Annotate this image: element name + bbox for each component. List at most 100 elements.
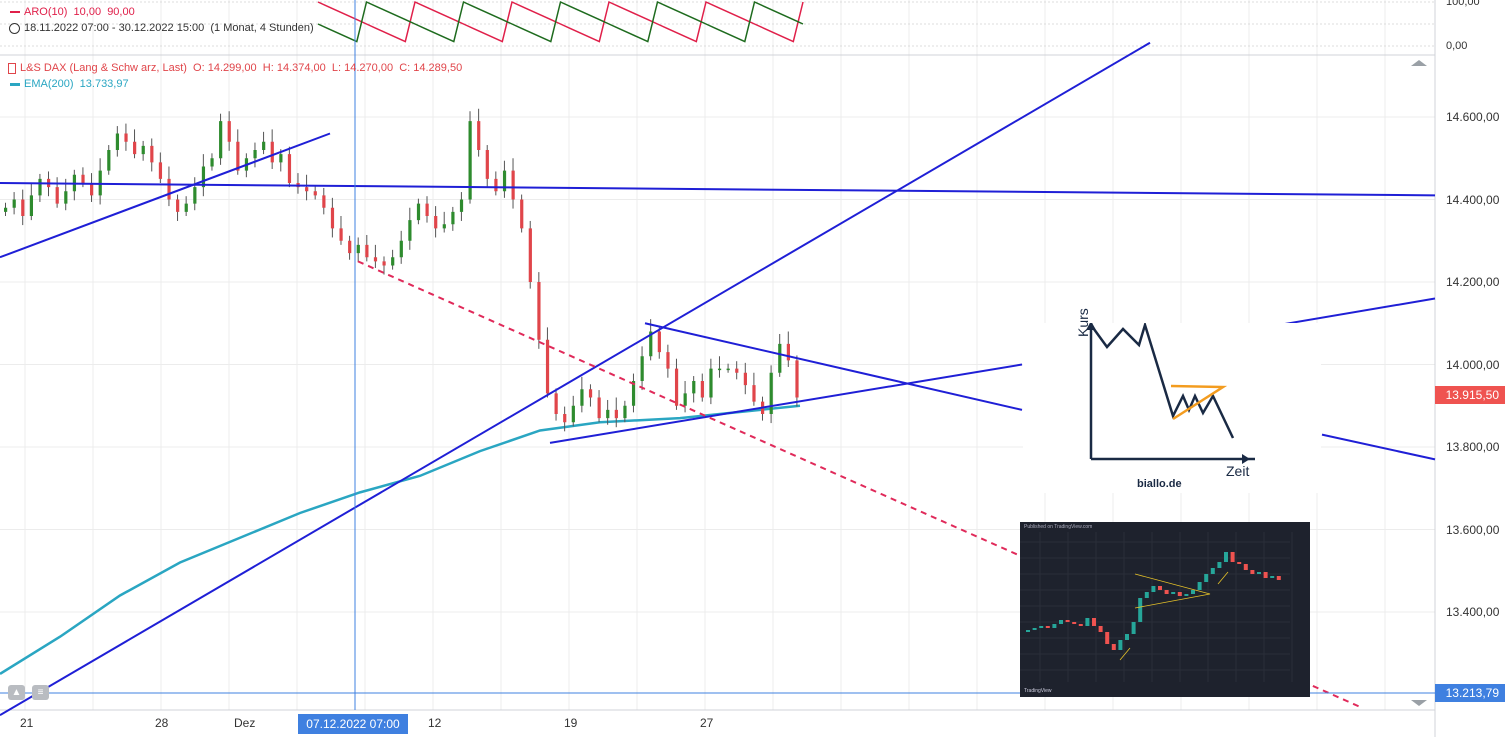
symbol-name: L&S DAX (Lang & Schw arz, Last)	[20, 62, 187, 74]
inset-candle	[1257, 572, 1261, 574]
candle-body	[468, 121, 472, 200]
candle-icon	[8, 62, 16, 74]
inset-candle	[1224, 552, 1228, 562]
candle-body	[520, 199, 524, 229]
inset-candle	[1177, 592, 1182, 596]
inset-candle	[1237, 562, 1242, 564]
sketch-x-label: Zeit	[1226, 463, 1250, 479]
candle-body	[674, 368, 679, 406]
candle-body	[597, 397, 601, 419]
aroon-down-line	[317, 0, 804, 43]
candle-body	[700, 381, 704, 398]
inset-candle	[1191, 590, 1195, 594]
candle-body	[262, 141, 266, 150]
candle-body	[38, 178, 42, 196]
candle-body	[434, 216, 438, 229]
price-tick-label: 14.200,00	[1446, 275, 1500, 289]
aroon-value-a: 10,00	[73, 6, 102, 18]
scroll-top-icon[interactable]	[1411, 60, 1427, 66]
screenshot-chart-drawing	[1020, 532, 1293, 682]
inset-candle	[1184, 594, 1189, 596]
candle-body	[666, 352, 670, 369]
inset-triangle	[1134, 573, 1211, 609]
candle-body	[365, 244, 369, 258]
time-tick-label: 12	[428, 716, 442, 730]
candle-body	[348, 240, 352, 254]
trendline-horizontal	[0, 182, 1436, 197]
candle-body	[494, 178, 498, 192]
range-info: 18.11.2022 07:00 - 30.12.2022 15:00 (1 M…	[9, 22, 314, 34]
time-tick-label: Dez	[234, 716, 256, 730]
candle-body	[451, 211, 455, 225]
candle-body	[459, 199, 464, 212]
aroon-up-line	[317, 0, 804, 43]
candle-body	[270, 141, 274, 163]
inset-candle	[1144, 592, 1149, 598]
inset-candle	[1250, 570, 1255, 574]
price-tick-label: 13.600,00	[1446, 522, 1500, 537]
trendline-trend	[1321, 433, 1436, 461]
candle-body	[399, 240, 403, 258]
candle-body	[769, 372, 773, 414]
candle-body	[623, 405, 627, 419]
candle-body	[614, 409, 618, 419]
candle-body	[193, 187, 197, 204]
candle-body	[176, 199, 180, 212]
candle-body	[124, 133, 128, 142]
time-tick-label: 19	[564, 716, 578, 730]
candle-body	[12, 199, 16, 208]
screenshot-header: Published on TradingView.com	[1024, 524, 1093, 530]
sketch-y-label: Kurs	[1075, 308, 1091, 337]
candle-body	[735, 368, 739, 373]
ema-legend: EMA(200) 13.733,97	[10, 78, 129, 90]
candle-body	[391, 257, 395, 266]
candle-body	[279, 154, 283, 163]
inset-candle	[1138, 598, 1143, 622]
candle-body	[683, 393, 687, 406]
tradingview-logo: TradingView	[1024, 688, 1052, 694]
ema-line-icon	[10, 82, 20, 86]
inset-arrow	[1119, 647, 1131, 661]
candle-body	[726, 368, 730, 371]
candle-body	[373, 257, 378, 262]
candle-body	[150, 145, 154, 163]
candle-body	[545, 339, 550, 394]
candle-body	[219, 121, 223, 159]
price-tick-label: 14.600,00	[1446, 110, 1500, 124]
inset-candle	[1105, 632, 1110, 644]
aroon-value-b: 90,00	[107, 6, 135, 18]
scroll-up-button[interactable]: ▲	[8, 685, 25, 700]
candle-body	[717, 368, 722, 371]
candle-body	[502, 170, 507, 192]
example-chart-screenshot: Published on TradingView.com TradingView	[1020, 522, 1310, 697]
candle-body	[4, 207, 8, 212]
trendline-trend	[0, 41, 1151, 716]
candle-body	[588, 389, 593, 398]
inset-candle	[1059, 620, 1063, 624]
scroll-settings-button[interactable]: ≡	[32, 685, 49, 700]
scroll-bottom-icon[interactable]	[1411, 700, 1427, 706]
ema200-line	[0, 404, 801, 675]
candle-body	[580, 389, 584, 406]
candle-body	[571, 405, 575, 423]
ema-label: EMA(200)	[24, 78, 74, 90]
sketch-source-logo: biallo.de	[1137, 478, 1182, 490]
inset-candle	[1118, 640, 1123, 650]
last-price-badge: 13.915,50	[1435, 386, 1505, 404]
candle-body	[537, 282, 541, 340]
range-text: 18.11.2022 07:00 - 30.12.2022 15:00	[24, 22, 205, 34]
inset-candle	[1171, 592, 1176, 594]
candle-body	[330, 207, 335, 229]
price-tick-label: 14.400,00	[1446, 192, 1500, 207]
ema-value: 13.733,97	[79, 78, 129, 90]
inset-candle	[1052, 624, 1057, 628]
candle-body	[21, 199, 25, 216]
candle-body	[752, 385, 756, 402]
candle-body	[640, 356, 644, 381]
inset-candle	[1111, 644, 1116, 650]
sketch-x-arrow	[1242, 454, 1250, 464]
inset-candle	[1039, 626, 1044, 628]
candle-body	[133, 141, 137, 155]
price-tick-label: 13.800,00	[1446, 440, 1500, 454]
